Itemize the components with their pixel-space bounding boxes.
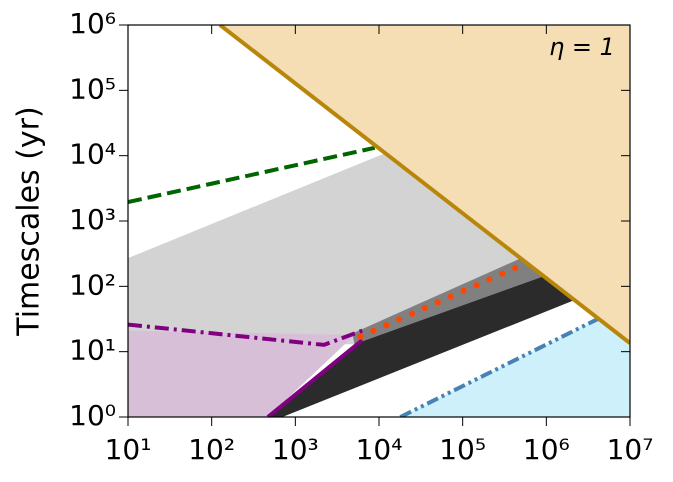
curve bbox=[399, 315, 602, 417]
y-tick-label: 10⁵ bbox=[69, 72, 116, 105]
x-tick-label: 10³ bbox=[272, 433, 319, 466]
curve bbox=[357, 262, 525, 340]
x-tick-label: 10¹ bbox=[105, 433, 152, 466]
y-tick-label: 10³ bbox=[69, 203, 116, 236]
plot-area bbox=[128, 25, 630, 417]
x-tick-label: 10⁶ bbox=[523, 433, 570, 466]
region bbox=[352, 255, 550, 345]
curve bbox=[266, 338, 364, 417]
y-tick-label: 10¹ bbox=[69, 334, 116, 367]
region bbox=[267, 272, 575, 417]
region bbox=[400, 317, 630, 417]
y-tick-label: 10² bbox=[69, 268, 116, 301]
x-tick-label: 10² bbox=[188, 433, 235, 466]
curve bbox=[128, 145, 376, 205]
y-tick-label: 10⁶ bbox=[69, 7, 116, 40]
x-tick-label: 10⁷ bbox=[607, 433, 654, 466]
curve bbox=[218, 25, 630, 345]
x-tick-label: 10⁵ bbox=[439, 433, 486, 466]
curve bbox=[128, 322, 363, 347]
y-tick-label: 10⁴ bbox=[69, 138, 116, 171]
y-tick-label: 10⁰ bbox=[69, 399, 116, 432]
annotation: η = 1 bbox=[549, 33, 615, 61]
region bbox=[128, 330, 355, 417]
y-axis-label: Timescales (yr) bbox=[12, 106, 47, 336]
x-tick-label: 10⁴ bbox=[356, 433, 403, 466]
